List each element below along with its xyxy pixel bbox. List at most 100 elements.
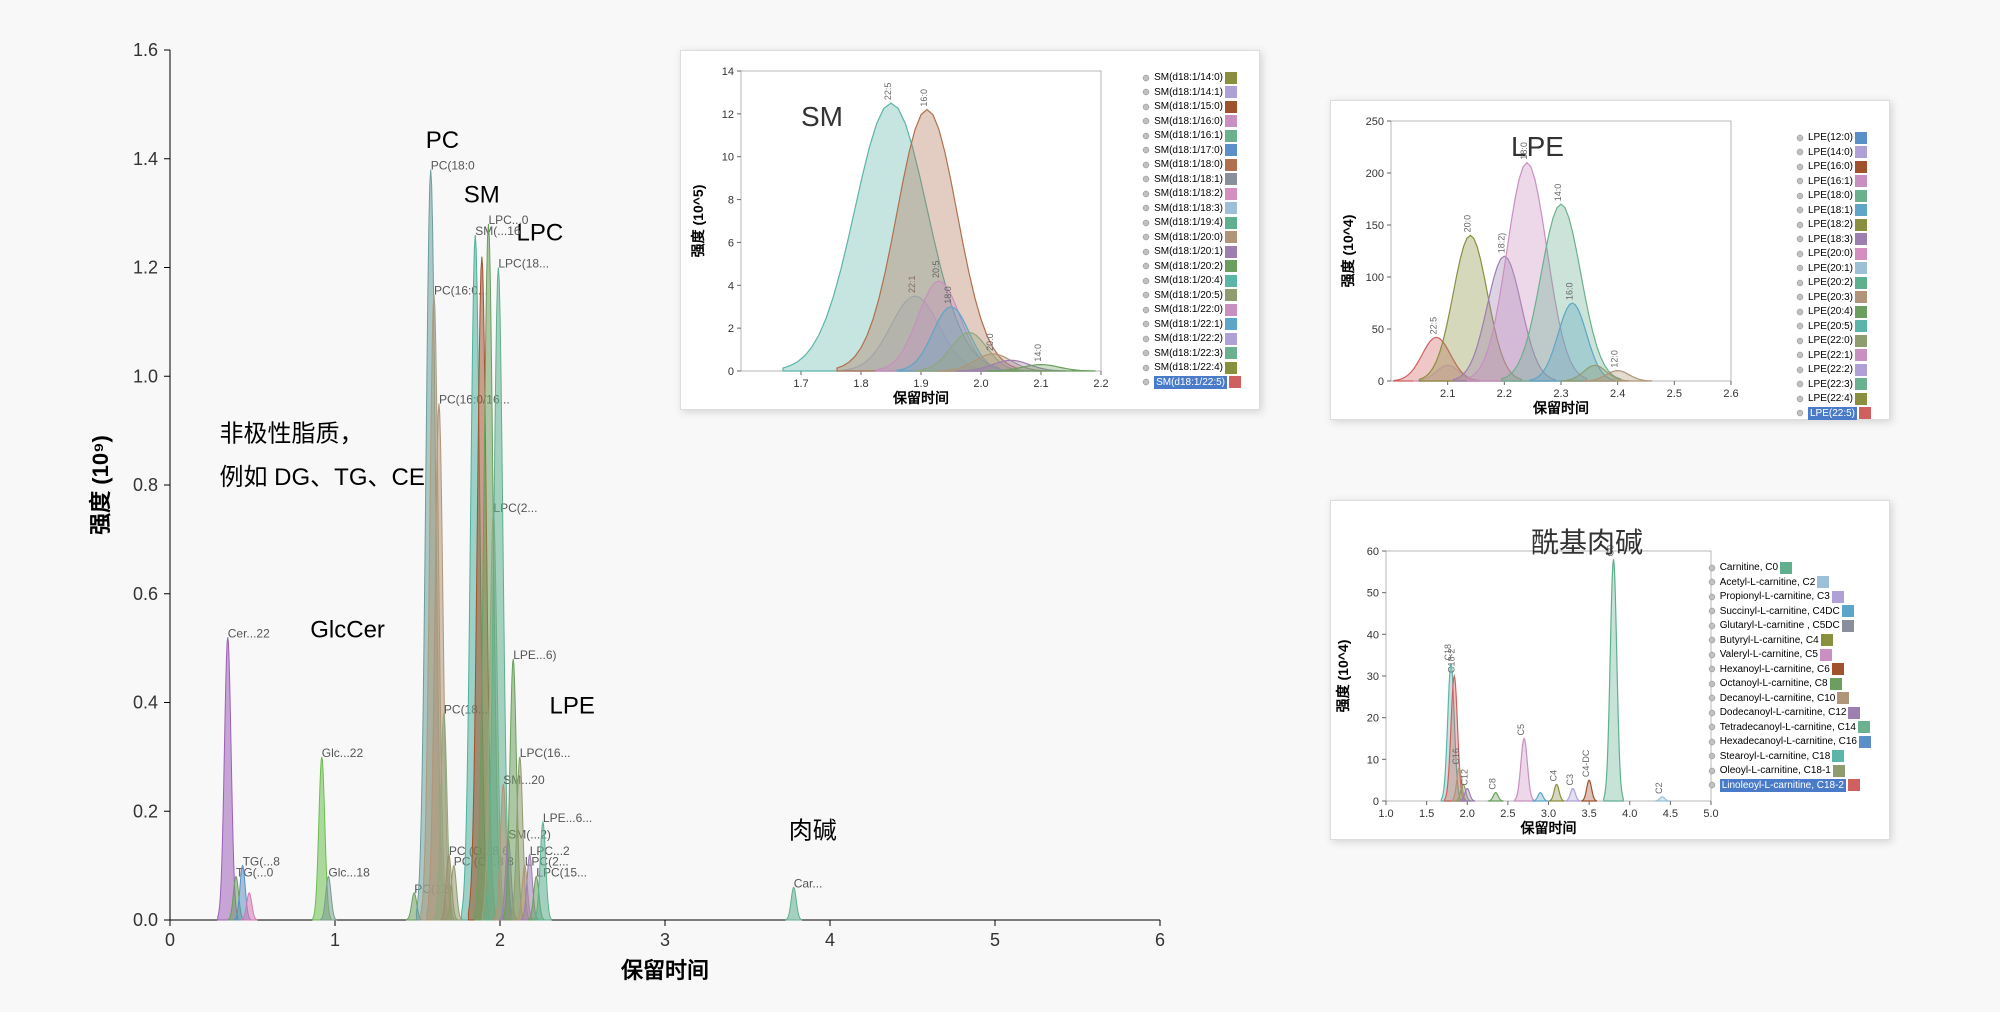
legend-item[interactable]: SM(d18:1/20:4) [1141, 274, 1241, 288]
legend-item[interactable]: SM(d18:1/22:3) [1141, 347, 1241, 361]
svg-text:1: 1 [330, 930, 340, 950]
legend-item[interactable]: Stearoyl-L-carnitine, C18 [1707, 750, 1871, 764]
svg-text:16:0: 16:0 [919, 89, 929, 107]
legend-item[interactable]: Tetradecanoyl-L-carnitine, C14 [1707, 721, 1871, 735]
legend-item[interactable]: LPE(22:0) [1795, 334, 1871, 348]
legend-item[interactable]: Propionyl-L-carnitine, C3 [1707, 590, 1871, 604]
legend-item[interactable]: SM(d18:1/19:4) [1141, 216, 1241, 230]
legend-item[interactable]: SM(d18:1/18:2) [1141, 187, 1241, 201]
legend-item[interactable]: SM(d18:1/22:2) [1141, 332, 1241, 346]
legend-item[interactable]: LPE(20:2) [1795, 276, 1871, 290]
legend-item[interactable]: Linoleoyl-L-carnitine, C18-2 [1707, 779, 1871, 793]
svg-text:TG(...8: TG(...8 [243, 855, 281, 869]
svg-text:强度 (10^4): 强度 (10^4) [1340, 215, 1356, 288]
legend-item[interactable]: LPE(22:3) [1795, 378, 1871, 392]
svg-text:1.2: 1.2 [133, 258, 158, 278]
svg-text:6: 6 [1155, 930, 1165, 950]
legend-item[interactable]: Hexanoyl-L-carnitine, C6 [1707, 663, 1871, 677]
svg-text:4.5: 4.5 [1663, 808, 1678, 820]
legend-item[interactable]: Butyryl-L-carnitine, C4 [1707, 634, 1871, 648]
legend-item[interactable]: SM(d18:1/22:1) [1141, 318, 1241, 332]
legend-item[interactable]: Valeryl-L-carnitine, C5 [1707, 648, 1871, 662]
legend-item[interactable]: LPE(18:3) [1795, 233, 1871, 247]
legend-item[interactable]: SM(d18:1/15:0) [1141, 100, 1241, 114]
svg-text:2.1: 2.1 [1033, 378, 1048, 390]
legend-item[interactable]: SM(d18:1/20:0) [1141, 231, 1241, 245]
svg-text:保留时间: 保留时间 [1532, 400, 1589, 416]
svg-text:40: 40 [1367, 629, 1379, 641]
svg-text:2.6: 2.6 [1723, 388, 1738, 400]
legend-item[interactable]: Hexadecanoyl-L-carnitine, C16 [1707, 735, 1871, 749]
legend-item[interactable]: Glutaryl-L-carnitine , C5DC [1707, 619, 1871, 633]
svg-text:C18-2: C18-2 [1446, 648, 1456, 673]
legend-item[interactable]: LPE(20:5) [1795, 320, 1871, 334]
svg-text:18:2): 18:2) [1496, 233, 1506, 254]
svg-text:C16: C16 [1451, 748, 1461, 765]
legend-item[interactable]: LPE(20:4) [1795, 305, 1871, 319]
legend-item[interactable]: LPE(18:0) [1795, 189, 1871, 203]
legend-item[interactable]: LPE(12:0) [1795, 131, 1871, 145]
svg-text:强度 (10^4): 强度 (10^4) [1335, 640, 1351, 713]
legend-item[interactable]: SM(d18:1/18:1) [1141, 173, 1241, 187]
inset-sm-chart: SM 024681012141.71.81.92.02.12.2保留时间强度 (… [680, 50, 1260, 410]
svg-text:LPE...6): LPE...6) [513, 648, 556, 662]
svg-text:60: 60 [1367, 546, 1379, 558]
svg-text:22:5: 22:5 [883, 83, 893, 101]
legend-item[interactable]: SM(d18:1/22:4) [1141, 361, 1241, 375]
svg-text:2: 2 [495, 930, 505, 950]
svg-text:22:5: 22:5 [1428, 317, 1438, 335]
svg-text:1.4: 1.4 [133, 149, 158, 169]
legend-item[interactable]: LPE(18:1) [1795, 204, 1871, 218]
svg-text:16:0: 16:0 [1564, 282, 1574, 300]
svg-text:PC: PC [426, 127, 459, 154]
legend-item[interactable]: SM(d18:1/18:3) [1141, 202, 1241, 216]
legend-item[interactable]: LPE(22:1) [1795, 349, 1871, 363]
svg-text:0: 0 [165, 930, 175, 950]
legend-item[interactable]: Octanoyl-L-carnitine, C8 [1707, 677, 1871, 691]
legend-item[interactable]: LPE(20:0) [1795, 247, 1871, 261]
svg-text:0.4: 0.4 [133, 693, 158, 713]
legend-item[interactable]: LPE(20:1) [1795, 262, 1871, 276]
svg-text:12:0: 12:0 [1610, 350, 1620, 368]
legend-item[interactable]: Decanoyl-L-carnitine, C10 [1707, 692, 1871, 706]
legend-item[interactable]: LPE(14:0) [1795, 146, 1871, 160]
legend-item[interactable]: Acetyl-L-carnitine, C2 [1707, 576, 1871, 590]
inset-lpe-legend: LPE(12:0)LPE(14:0)LPE(16:0)LPE(16:1)LPE(… [1795, 131, 1871, 421]
legend-item[interactable]: SM(d18:1/20:2) [1141, 260, 1241, 274]
legend-item[interactable]: Oleoyl-L-carnitine, C18-1 [1707, 764, 1871, 778]
svg-text:2.5: 2.5 [1667, 388, 1682, 400]
legend-item[interactable]: SM(d18:1/22:5) [1141, 376, 1241, 390]
legend-item[interactable]: LPE(16:1) [1795, 175, 1871, 189]
legend-item[interactable]: SM(d18:1/20:1) [1141, 245, 1241, 259]
legend-item[interactable]: Dodecanoyl-L-carnitine, C12 [1707, 706, 1871, 720]
legend-item[interactable]: SM(d18:1/16:1) [1141, 129, 1241, 143]
legend-item[interactable]: SM(d18:1/17:0) [1141, 144, 1241, 158]
legend-item[interactable]: Succinyl-L-carnitine, C4DC [1707, 605, 1871, 619]
svg-text:GlcCer: GlcCer [310, 616, 385, 643]
svg-text:C4: C4 [1549, 770, 1559, 782]
svg-text:C3: C3 [1565, 774, 1575, 786]
svg-text:100: 100 [1366, 272, 1384, 284]
legend-item[interactable]: SM(d18:1/22:0) [1141, 303, 1241, 317]
legend-item[interactable]: SM(d18:1/14:0) [1141, 71, 1241, 85]
legend-item[interactable]: SM(d18:1/14:1) [1141, 86, 1241, 100]
legend-item[interactable]: SM(d18:1/18:0) [1141, 158, 1241, 172]
legend-item[interactable]: LPE(16:0) [1795, 160, 1871, 174]
svg-text:例如 DG、TG、CE: 例如 DG、TG、CE [220, 464, 425, 491]
legend-item[interactable]: LPE(22:4) [1795, 392, 1871, 406]
legend-item[interactable]: SM(d18:1/20:5) [1141, 289, 1241, 303]
svg-text:150: 150 [1366, 220, 1384, 232]
svg-text:2.1: 2.1 [1440, 388, 1455, 400]
legend-item[interactable]: LPE(22:5) [1795, 407, 1871, 421]
legend-item[interactable]: LPE(22:2) [1795, 363, 1871, 377]
svg-text:强度 (10⁹): 强度 (10⁹) [88, 435, 113, 535]
svg-text:LPC...0: LPC...0 [488, 213, 528, 227]
svg-text:Glc...18: Glc...18 [328, 866, 370, 880]
svg-text:20: 20 [1367, 713, 1379, 725]
legend-item[interactable]: SM(d18:1/16:0) [1141, 115, 1241, 129]
legend-item[interactable]: Carnitine, C0 [1707, 561, 1871, 575]
legend-item[interactable]: LPE(18:2) [1795, 218, 1871, 232]
svg-text:Car...: Car... [794, 876, 823, 890]
legend-item[interactable]: LPE(20:3) [1795, 291, 1871, 305]
svg-text:1.8: 1.8 [853, 378, 868, 390]
